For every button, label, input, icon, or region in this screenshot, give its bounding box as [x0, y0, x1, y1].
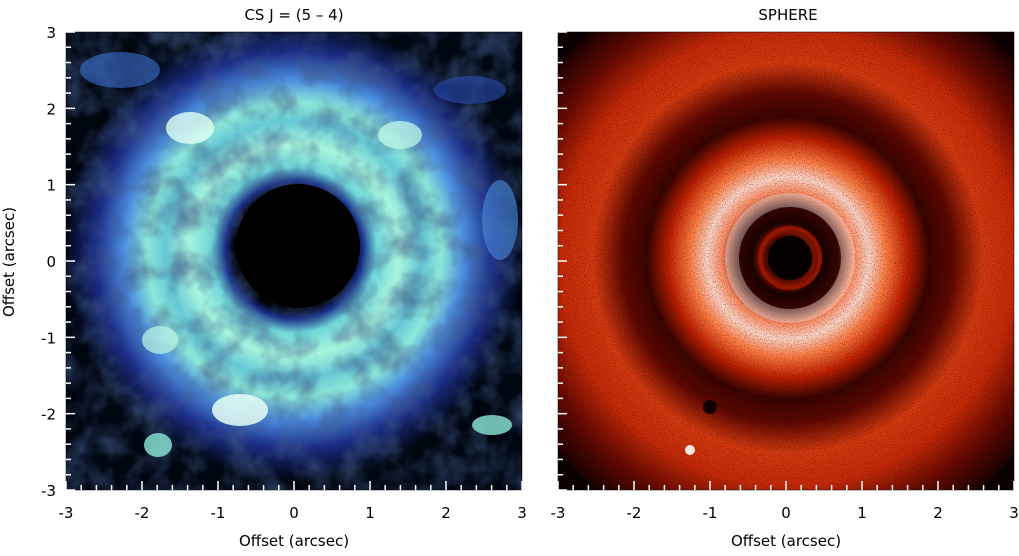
- cs-x-tick-label: 3: [517, 504, 527, 522]
- sphere-x-tick-label: 2: [933, 504, 943, 522]
- cs-image: [66, 32, 522, 490]
- cs-y-tick-label: 1: [46, 177, 56, 195]
- cs-x-tick-label: 1: [365, 504, 375, 522]
- cs-y-tick-label: 2: [46, 100, 56, 118]
- sphere-x-tick-label: -3: [551, 504, 566, 522]
- cs-x-tick-label: 0: [289, 504, 299, 522]
- cs-y-tick-label: -3: [41, 482, 56, 500]
- sphere-x-tick-label: -1: [703, 504, 718, 522]
- sphere-x-axis-label: Offset (arcsec): [731, 532, 841, 550]
- sphere-x-tick-label: 3: [1009, 504, 1019, 522]
- cs-x-tick-label: -1: [211, 504, 226, 522]
- sphere-axes: -3 -2 -1 0 1 2 3: [551, 31, 1019, 522]
- cs-panel: CS J = (5 – 4) -3 -2 -1 0 1 2 3 3 2 1 0 -1 -2 -3 Offs…: [0, 6, 527, 550]
- cs-y-axis-label: Offset (arcsec): [0, 207, 18, 317]
- cs-y-tick-label: 3: [46, 24, 56, 42]
- sphere-x-tick-label: 0: [781, 504, 791, 522]
- sphere-x-tick-label: 1: [857, 504, 867, 522]
- sphere-x-tick-label: -2: [627, 504, 642, 522]
- cs-x-axis-label: Offset (arcsec): [239, 532, 349, 550]
- cs-y-tick-label: -2: [41, 406, 56, 424]
- cs-x-tick-label: -3: [59, 504, 74, 522]
- cs-y-tick-label: 0: [46, 253, 56, 271]
- sphere-panel: SPHERE -3 -2 -1 0 1 2 3 Offset (arcsec): [551, 6, 1019, 550]
- cs-y-tick-label: -1: [41, 329, 56, 347]
- cs-x-tick-label: 2: [441, 504, 451, 522]
- sphere-image: [558, 32, 1014, 490]
- cs-panel-title: CS J = (5 – 4): [244, 6, 343, 24]
- cs-axes: -3 -2 -1 0 1 2 3 3 2 1 0 -1 -2 -3: [41, 24, 527, 522]
- cs-x-tick-label: -2: [135, 504, 150, 522]
- sphere-panel-title: SPHERE: [758, 6, 817, 24]
